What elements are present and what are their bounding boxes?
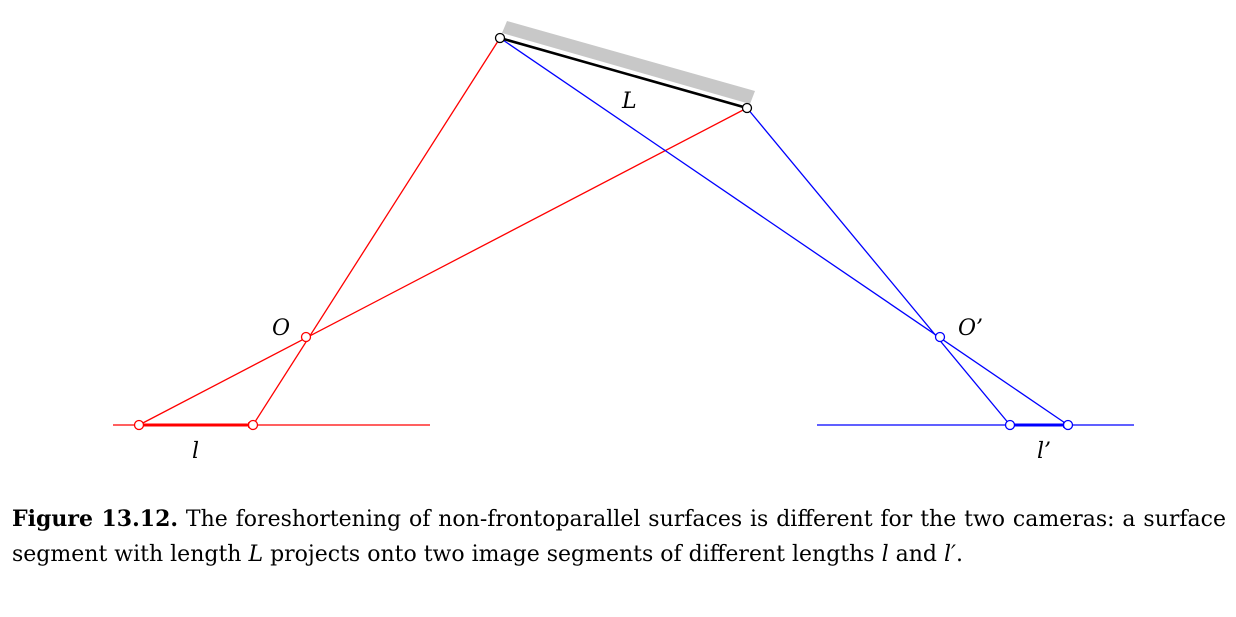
right-image-point-2 [1062, 419, 1074, 431]
surface-endpoint-1 [494, 32, 506, 44]
figure-diagram: L O O’ l l’ [113, 21, 1134, 464]
caption-text-3: and [888, 542, 944, 567]
caption-text-2: projects onto two image segments of diff… [263, 542, 882, 567]
left-image-point-1 [133, 419, 145, 431]
caption-math-L: L [248, 542, 264, 567]
figure-caption: Figure 13.12. The foreshortening of non-… [12, 502, 1226, 572]
caption-figure-label: Figure 13.12. [12, 506, 179, 532]
label-center-O: O [272, 316, 290, 341]
label-image-l: l [192, 439, 199, 464]
label-surface-L: L [621, 89, 637, 114]
right-center-point [934, 331, 946, 343]
left-ray-a [252, 37, 501, 426]
caption-text-4: . [956, 542, 964, 567]
right-ray-a [499, 37, 1069, 426]
caption-math-l: l [881, 542, 889, 567]
caption-text-1: The foreshortening of non-frontoparallel… [12, 507, 1226, 567]
left-image-point-2 [247, 419, 259, 431]
caption-math-l-prime: l′ [943, 542, 957, 567]
surface-shading [502, 21, 755, 104]
right-ray-b [746, 107, 1011, 426]
surface-segment [499, 36, 748, 110]
label-center-O-prime: O’ [958, 316, 983, 341]
surface-endpoint-2 [741, 102, 753, 114]
right-image-point-1 [1004, 419, 1016, 431]
left-ray-b [138, 107, 748, 426]
left-camera [113, 37, 748, 428]
left-center-point [300, 331, 312, 343]
label-image-l-prime: l’ [1037, 439, 1051, 464]
right-camera [499, 37, 1134, 428]
